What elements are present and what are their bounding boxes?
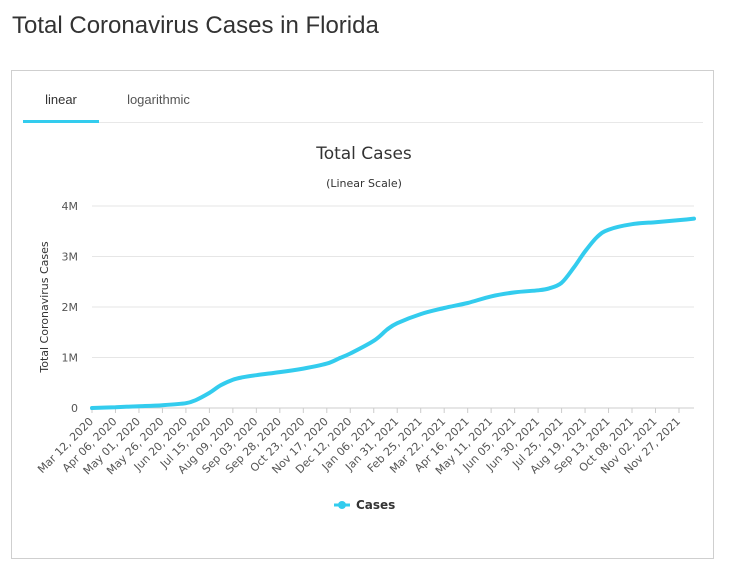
y-tick-label: 2M bbox=[62, 301, 79, 314]
y-tick-label: 0 bbox=[71, 402, 78, 415]
chart-subtitle: (Linear Scale) bbox=[326, 177, 402, 190]
tab-logarithmic[interactable]: logarithmic bbox=[127, 92, 190, 107]
scale-tabs: linear logarithmic bbox=[23, 84, 703, 123]
legend-swatch-marker bbox=[338, 501, 346, 509]
tab-linear[interactable]: linear bbox=[45, 92, 77, 107]
y-tick-label: 1M bbox=[62, 352, 79, 365]
legend[interactable]: Cases bbox=[334, 498, 395, 512]
page-title: Total Coronavirus Cases in Florida bbox=[12, 12, 379, 39]
y-axis-ticks: 0 1M 2M 3M 4M bbox=[62, 200, 79, 415]
chart-panel: linear logarithmic bbox=[11, 70, 714, 559]
active-tab-indicator bbox=[23, 120, 99, 123]
series-line-cases bbox=[90, 216, 696, 410]
grid-lines bbox=[92, 205, 694, 409]
legend-label-cases: Cases bbox=[356, 498, 395, 512]
series-layer bbox=[90, 216, 696, 410]
y-tick-label: 3M bbox=[62, 251, 79, 264]
chart-title: Total Cases bbox=[315, 144, 412, 164]
y-tick-label: 4M bbox=[62, 200, 79, 213]
y-axis-title: Total Coronavirus Cases bbox=[38, 241, 51, 374]
